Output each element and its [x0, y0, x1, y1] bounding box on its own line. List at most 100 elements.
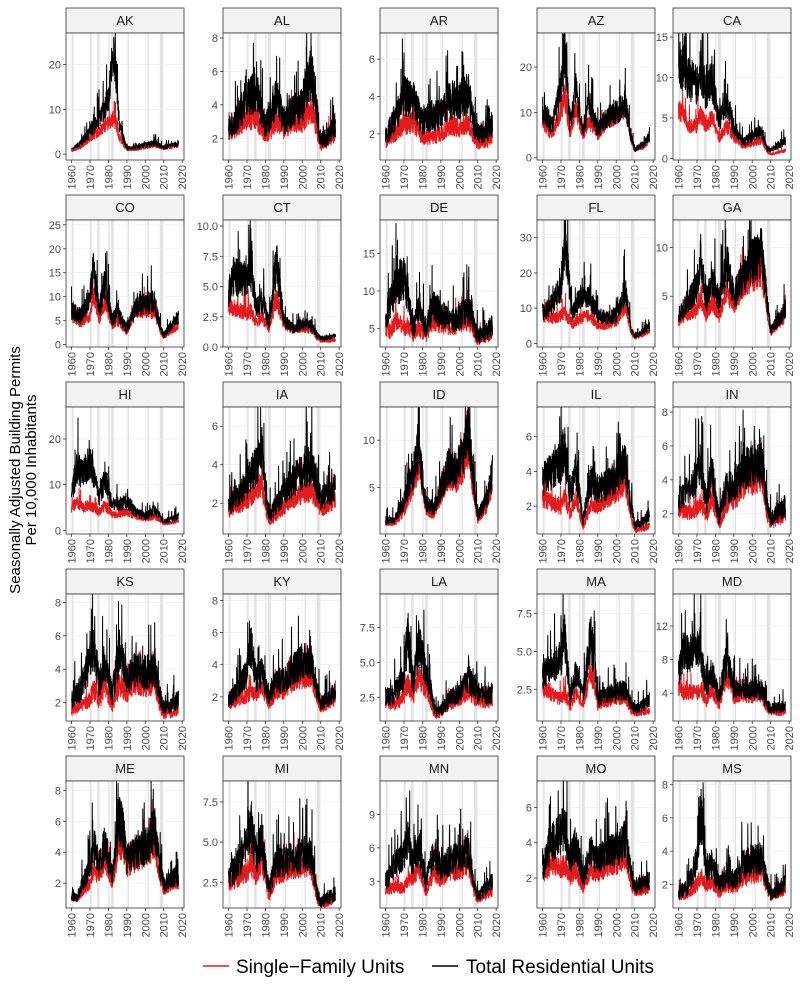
- xtick-label-de-3: 1990: [436, 352, 448, 376]
- xtick-label-la-4: 2000: [454, 726, 466, 750]
- recession-band-mo-0: [543, 781, 545, 908]
- ytick-label-fl-0: 0: [526, 338, 532, 350]
- recession-band-me-1: [89, 781, 92, 908]
- ytick-label-ca-3: 15: [656, 32, 668, 44]
- xtick-label-md-0: 1960: [674, 726, 686, 750]
- strip-al: [222, 7, 342, 34]
- xtick-label-in-6: 2020: [784, 539, 796, 563]
- xtick-label-ms-4: 2000: [747, 913, 759, 937]
- ytick-label-al-1: 4: [212, 100, 218, 112]
- xtick-label-ak-4: 2000: [140, 165, 152, 189]
- ytick-label-ak-1: 10: [49, 104, 61, 116]
- recession-band-ca-4: [718, 33, 721, 160]
- xtick-label-de-4: 2000: [454, 352, 466, 376]
- xtick-label-ma-3: 1990: [593, 726, 605, 750]
- xtick-label-ma-2: 1980: [574, 726, 586, 750]
- xtick-label-mi-4: 2000: [297, 913, 309, 937]
- recession-band-ct-5: [284, 220, 287, 347]
- strip-title-ct: CT: [273, 200, 290, 215]
- xtick-label-ct-1: 1970: [242, 352, 254, 376]
- panel-fl: FL 0 10 20 30 1960 1970 1980 1990 2000 2010 2020: [520, 194, 660, 376]
- recession-band-hi-5: [127, 407, 130, 534]
- recession-band-ak-7: [159, 33, 163, 160]
- recession-band-la-2: [411, 594, 414, 721]
- xtick-label-ks-0: 1960: [67, 726, 79, 750]
- ytick-label-ms-2: 6: [662, 813, 668, 825]
- panel-ak: AK 0 10 20 1960 1970 1980 1990 2000 2010 2020: [49, 7, 189, 189]
- xtick-label-ct-3: 1990: [279, 352, 291, 376]
- xtick-label-ak-5: 2010: [159, 165, 171, 189]
- xtick-label-id-1: 1970: [399, 539, 411, 563]
- xtick-label-mn-3: 1990: [436, 913, 448, 937]
- xtick-label-ma-5: 2010: [630, 726, 642, 750]
- series-total-residential-de: [385, 223, 493, 344]
- xtick-label-id-3: 1990: [436, 539, 448, 563]
- recession-band-ak-5: [127, 33, 130, 160]
- recession-band-ga-3: [715, 220, 717, 347]
- xtick-label-ks-3: 1990: [122, 726, 134, 750]
- series-total-residential-co: [71, 251, 179, 338]
- xtick-label-ak-1: 1970: [85, 165, 97, 189]
- xtick-label-md-1: 1970: [692, 726, 704, 750]
- ytick-label-ks-0: 2: [55, 698, 61, 710]
- series-total-residential-ak: [71, 32, 179, 151]
- ytick-label-la-2: 7.5: [360, 622, 375, 634]
- recession-band-co-0: [72, 220, 74, 347]
- ytick-label-hi-1: 10: [49, 480, 61, 492]
- recession-band-in-7: [766, 407, 770, 534]
- recession-band-ca-6: [754, 33, 756, 160]
- xtick-label-mn-0: 1960: [381, 913, 393, 937]
- recession-band-mi-3: [265, 781, 267, 908]
- recession-band-ma-3: [579, 594, 581, 721]
- xtick-label-fl-0: 1960: [538, 352, 550, 376]
- recession-band-co-7: [159, 220, 163, 347]
- xtick-label-la-0: 1960: [381, 726, 393, 750]
- ytick-label-ct-1: 2.5: [203, 312, 218, 324]
- ytick-label-de-0: 5: [369, 323, 375, 335]
- panel-bg-az: [537, 33, 655, 160]
- series-single-family-mo: [542, 815, 650, 897]
- xtick-label-al-0: 1960: [224, 165, 236, 189]
- strip-title-ia: IA: [276, 387, 289, 402]
- series-single-family-hi: [71, 487, 179, 526]
- panel-border-fl: [536, 219, 656, 348]
- panel-al: AL 2 4 6 8 1960 1970 1980 1990 2000 2010 2020: [212, 7, 346, 189]
- strip-title-al: AL: [274, 13, 290, 28]
- ytick-label-al-3: 8: [212, 33, 218, 45]
- strip-title-ks: KS: [116, 574, 134, 589]
- strip-title-mi: MI: [275, 761, 289, 776]
- panel-ar: AR 2 4 6 1960 1970 1980 1990 2000 2010 2020: [369, 7, 503, 189]
- xtick-label-mo-2: 1980: [574, 913, 586, 937]
- recession-band-az-7: [630, 33, 634, 160]
- recession-band-de-2: [411, 220, 414, 347]
- recession-band-ak-1: [89, 33, 92, 160]
- recession-band-ky-4: [268, 594, 271, 721]
- ytick-label-co-1: 5: [55, 316, 61, 328]
- series-total-residential-ks: [71, 593, 179, 714]
- xtick-label-il-1: 1970: [556, 539, 568, 563]
- ytick-label-ky-0: 2: [212, 692, 218, 704]
- ytick-label-mn-1: 6: [369, 843, 375, 855]
- strip-title-in: IN: [726, 387, 739, 402]
- xtick-label-fl-4: 2000: [611, 352, 623, 376]
- recession-band-hi-0: [72, 407, 74, 534]
- xtick-label-ar-6: 2020: [491, 165, 503, 189]
- y-axis-title-line-1: Seasonally Adjusted Building Permits: [7, 346, 24, 594]
- recession-band-md-4: [718, 594, 721, 721]
- xtick-label-me-3: 1990: [122, 913, 134, 937]
- strip-title-fl: FL: [588, 200, 603, 215]
- recession-band-al-4: [268, 33, 271, 160]
- panel-border-id: [379, 406, 499, 535]
- ytick-label-il-1: 4: [526, 466, 532, 478]
- recession-band-il-5: [598, 407, 601, 534]
- strip-hi: [65, 381, 185, 408]
- series-total-residential-la: [385, 609, 493, 717]
- recession-band-mn-3: [422, 781, 424, 908]
- strip-il: [536, 381, 656, 408]
- ytick-label-mi-1: 5.0: [203, 837, 218, 849]
- xtick-label-hi-6: 2020: [177, 539, 189, 563]
- xtick-label-ak-0: 1960: [67, 165, 79, 189]
- strip-ga: [672, 194, 792, 221]
